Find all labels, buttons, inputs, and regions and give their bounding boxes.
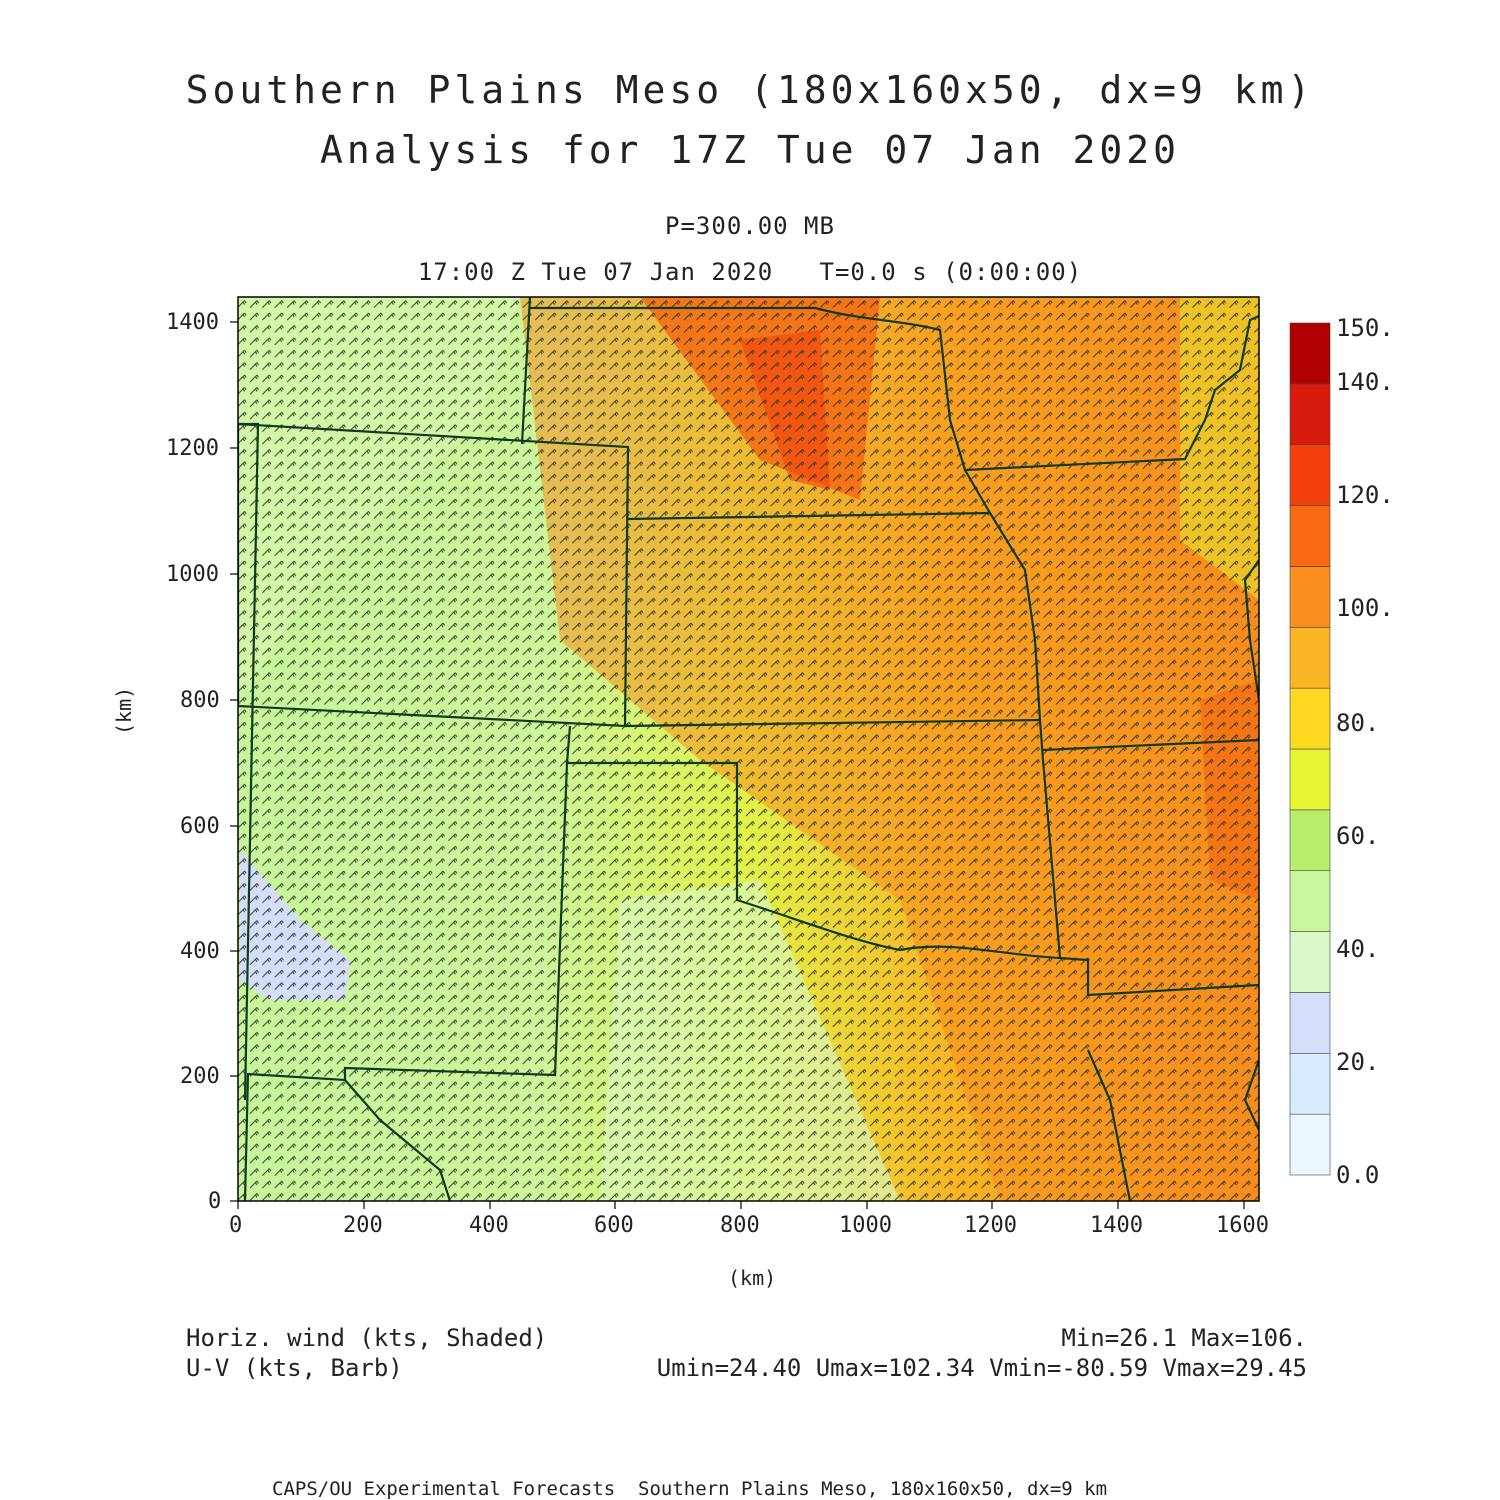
colorbar-swatch [1289,809,1331,872]
state-borders [238,297,1259,1201]
x-tick-label: 400 [469,1213,509,1238]
x-axis-ticks [237,1201,1245,1209]
y-tick-label: 200 [180,1064,220,1089]
x-tick-label: 800 [720,1213,760,1238]
colorbar-swatch [1289,383,1331,446]
rio-grande-border [344,1079,452,1201]
colorbar [1289,322,1331,1176]
y-tick-label: 1200 [166,436,219,461]
shaded-field-label: Horiz. wind (kts, Shaded) [186,1324,548,1352]
y-tick-label: 0 [208,1189,222,1214]
colorado-border [238,422,630,728]
pressure-level: P=300.00 MB [665,212,835,240]
wyoming-sd-border [520,297,532,445]
colorbar-label: 60. [1336,822,1380,850]
colorbar-label: 100. [1336,594,1394,622]
colorbar-label: 120. [1336,481,1394,509]
x-tick-label: 1400 [1090,1213,1143,1238]
valid-time: 17:00 Z Tue 07 Jan 2020 T=0.0 s (0:00:00… [417,258,1083,286]
colorbar-swatch [1289,748,1331,811]
colorbar-swatch [1289,1113,1331,1176]
colorbar-swatch [1289,1052,1331,1115]
y-tick-label: 600 [180,814,220,839]
river-east-border [1243,1059,1259,1131]
iowa-border [964,314,1259,472]
oklahoma-border [565,725,1259,997]
colorbar-label: 40. [1336,935,1380,963]
colorbar-swatch [1289,444,1331,506]
footer-credit: CAPS/OU Experimental Forecasts Southern … [272,1478,1108,1500]
min-max-stats: Min=26.1 Max=106. [1061,1324,1307,1352]
colorbar-swatch [1289,870,1331,932]
arkansas-louisiana-border [1086,1049,1132,1201]
x-tick-label: 200 [343,1213,383,1238]
colorbar-swatch [1289,505,1331,567]
colorbar-label: 150. [1336,314,1394,342]
kansas-oklahoma-border [624,718,1041,728]
x-tick-label: 0 [229,1213,243,1238]
y-tick-label: 800 [180,688,220,713]
colorbar-label: 20. [1336,1048,1380,1076]
mississippi-river [1243,559,1259,701]
colorbar-swatch [1289,931,1331,993]
barb-field-label: U-V (kts, Barb) [186,1354,403,1382]
uv-stats: Umin=24.40 Umax=102.34 Vmin=-80.59 Vmax=… [656,1354,1307,1382]
colorbar-swatch [1289,992,1331,1054]
y-tick-label: 1000 [166,562,219,587]
plot-frame [237,296,1260,1202]
colorbar-label: 0.0 [1336,1161,1380,1189]
x-tick-label: 600 [594,1213,634,1238]
y-tick-label: 1400 [166,310,219,335]
utah-border [238,422,260,1101]
colorbar-swatch [1289,687,1331,750]
y-tick-label: 400 [180,939,220,964]
colorbar-label: 80. [1336,709,1380,737]
texas-nm-border [243,762,569,1201]
title-line-1: Southern Plains Meso (180x160x50, dx=9 k… [185,68,1315,112]
colorbar-swatch [1289,322,1331,385]
colorbar-swatch [1289,626,1331,689]
colorbar-swatch [1289,566,1331,628]
x-tick-label: 1200 [964,1213,1017,1238]
kansas-nebraska-border [627,511,991,521]
title-line-2: Analysis for 17Z Tue 07 Jan 2020 [319,128,1181,172]
missouri-arkansas-border [1042,738,1259,752]
missouri-river-border [530,306,1062,959]
y-axis-label: (km) [112,686,136,735]
y-axis-ticks [230,321,238,1202]
colorbar-label: 140. [1336,368,1394,396]
x-axis-label: (km) [728,1266,777,1290]
x-tick-label: 1600 [1216,1213,1269,1238]
x-tick-label: 1000 [839,1213,892,1238]
